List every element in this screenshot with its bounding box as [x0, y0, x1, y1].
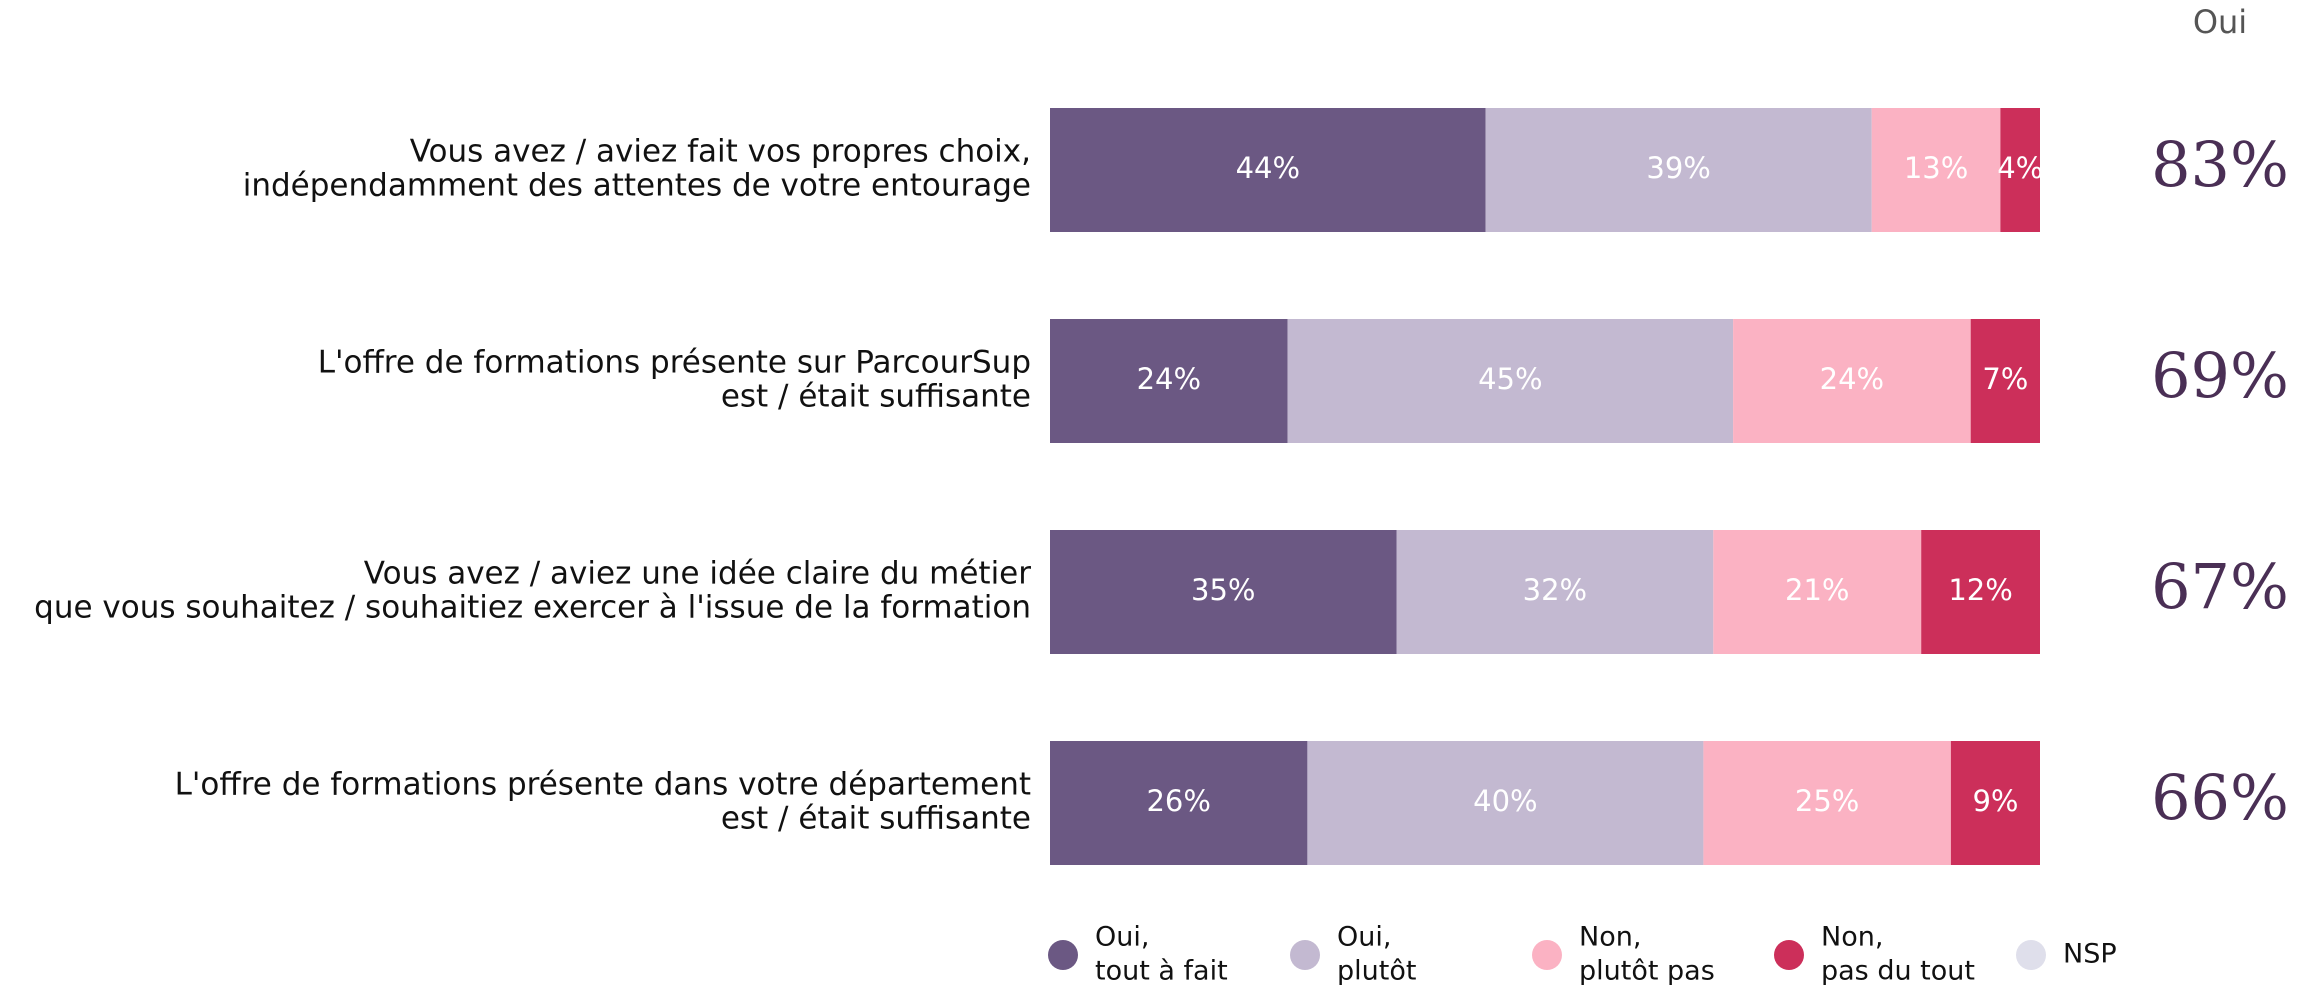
legend-swatch [1290, 940, 1320, 970]
data-label: 35% [1191, 573, 1255, 607]
data-label: 9% [1972, 784, 2018, 818]
legend-label: plutôt pas [1579, 956, 1715, 987]
category-label: est / était suffisante [721, 379, 1031, 415]
bar-segment [1485, 108, 1872, 232]
bar-segment [1050, 530, 1397, 654]
legend-label: tout à fait [1095, 956, 1228, 987]
data-label: 40% [1473, 784, 1537, 818]
category-label: est / était suffisante [721, 801, 1031, 837]
legend-swatch [2016, 940, 2046, 970]
bar-segment [1713, 530, 1922, 654]
bar-segment [1050, 741, 1308, 865]
legend-swatch [1532, 940, 1562, 970]
bar-segment [1050, 108, 1486, 232]
category-label: Vous avez / aviez une idée claire du mét… [364, 556, 1031, 592]
data-label: 7% [1982, 362, 2028, 396]
bar-segment [1396, 530, 1714, 654]
legend-swatch [1048, 940, 1078, 970]
data-label: 39% [1646, 151, 1710, 185]
category-label: L'offre de formations présente dans votr… [175, 767, 1031, 803]
bar-segment [1307, 741, 1704, 865]
data-label: 24% [1137, 362, 1201, 396]
legend-label: NSP [2063, 939, 2117, 970]
data-label: 32% [1523, 573, 1587, 607]
oui-title: Oui [2193, 3, 2247, 41]
data-label: 21% [1785, 573, 1849, 607]
data-label: 26% [1146, 784, 1210, 818]
bar-segment [1970, 319, 2040, 443]
legend-label: pas du tout [1821, 956, 1975, 987]
legend-swatch [1774, 940, 1804, 970]
bar-segment [1050, 319, 1288, 443]
category-label: L'offre de formations présente sur Parco… [318, 345, 1031, 381]
category-label: indépendamment des attentes de votre ent… [243, 168, 1031, 204]
data-label: 24% [1820, 362, 1884, 396]
legend-label: Oui, [1337, 922, 1391, 953]
data-label: 4% [1997, 151, 2043, 185]
oui-total: 83% [2151, 128, 2289, 201]
legend-label: Non, [1579, 922, 1641, 953]
data-label: 13% [1904, 151, 1968, 185]
legend-label: Oui, [1095, 922, 1149, 953]
oui-total: 67% [2151, 550, 2289, 623]
bar-segment [1287, 319, 1734, 443]
legend-label: Non, [1821, 922, 1883, 953]
legend-label: plutôt [1337, 956, 1416, 987]
bar-segment [2000, 108, 2040, 232]
category-label: que vous souhaitez / souhaitiez exercer … [34, 590, 1031, 626]
data-label: 45% [1478, 362, 1542, 396]
bar-segment [1703, 741, 1951, 865]
data-label: 12% [1948, 573, 2012, 607]
data-label: 44% [1236, 151, 1300, 185]
bar-segment [1921, 530, 2040, 654]
bar-segment [1733, 319, 1971, 443]
bar-segment [1871, 108, 2001, 232]
category-label: Vous avez / aviez fait vos propres choix… [410, 134, 1031, 170]
bar-segment [1950, 741, 2040, 865]
oui-total: 69% [2151, 339, 2289, 412]
oui-total: 66% [2151, 761, 2289, 834]
data-label: 25% [1795, 784, 1859, 818]
